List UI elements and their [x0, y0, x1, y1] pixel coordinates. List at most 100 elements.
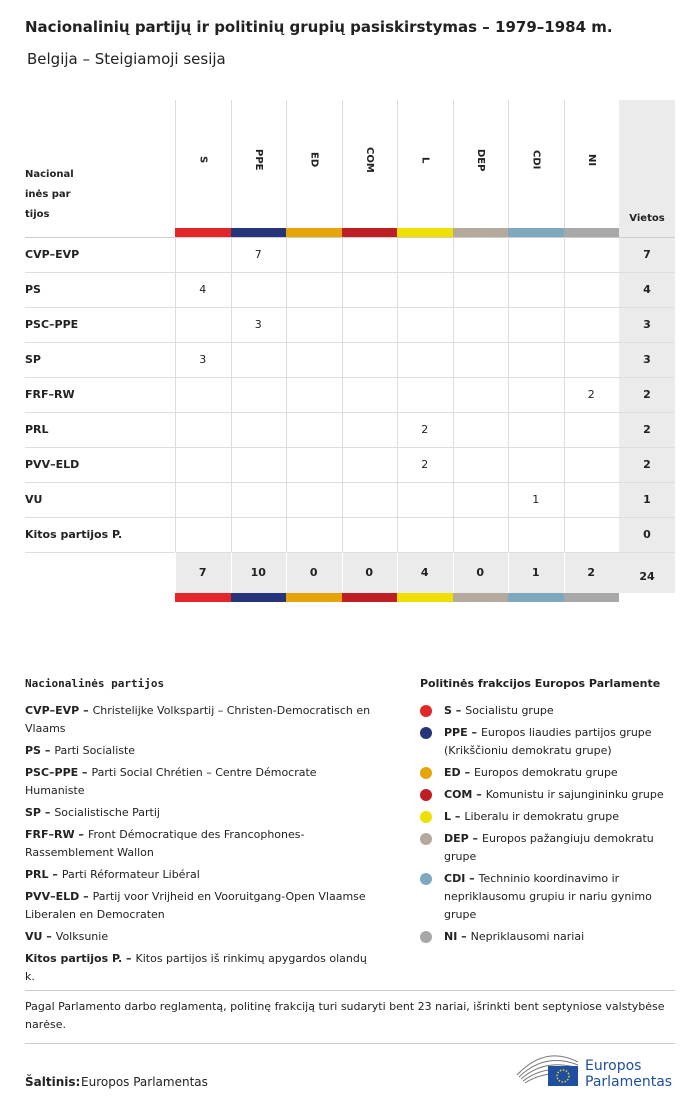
cell-value: 1 [532, 493, 540, 506]
legend-text: Parti Socialiste [54, 744, 136, 757]
legend-abbr: PRL – [25, 868, 58, 881]
party-name: CVP–EVP [25, 248, 80, 261]
divider [25, 990, 675, 991]
cell-divider [286, 552, 287, 593]
legend-dot [420, 789, 432, 801]
cell-divider [341, 307, 343, 342]
cell-divider [508, 272, 509, 307]
cell-value: 7 [254, 248, 262, 261]
cell-value: 4 [199, 283, 207, 296]
legend-item: SP – Socialistische Partij [25, 804, 375, 822]
cell-divider [508, 482, 509, 517]
cell-divider [230, 342, 232, 377]
cell-divider [563, 552, 565, 593]
legend-abbr: S – [444, 704, 462, 717]
legend-dot [420, 727, 432, 739]
cell-divider [175, 272, 176, 307]
row-total: 3 [643, 353, 651, 366]
cell-divider [397, 517, 398, 552]
group-color-bar [452, 228, 508, 237]
legend-text: Liberalu ir demokratu grupe [464, 810, 619, 823]
grand-total: 24 [639, 570, 655, 583]
column-divider [397, 100, 398, 228]
legend-abbr: PS – [25, 744, 51, 757]
cell-divider [452, 412, 454, 447]
divider [25, 1043, 675, 1044]
group-color-bar [341, 228, 397, 237]
legend-abbr: NI – [444, 930, 467, 943]
cell-divider [563, 272, 565, 307]
party-name: PS [25, 283, 41, 296]
legend-dot [420, 873, 432, 885]
cell-divider [397, 307, 398, 342]
legend-text: Partij voor Vrijheid en Vooruitgang-Open… [25, 890, 366, 921]
legend-item: CDI – Techninio koordinavimo ir nepriklau… [420, 870, 665, 924]
legend-item: PRL – Parti Réformateur Libéral [25, 866, 375, 884]
legend-item: ED – Europos demokratu grupe [420, 764, 665, 782]
cell-divider [230, 412, 232, 447]
cell-divider [341, 447, 343, 482]
cell-divider [286, 272, 287, 307]
cell-divider [175, 517, 176, 552]
row-total: 3 [643, 318, 651, 331]
group-color-bar [563, 593, 619, 602]
cell-value: 3 [199, 353, 207, 366]
cell-divider [230, 482, 232, 517]
logo-text: Europos [585, 1058, 642, 1074]
column-divider [230, 100, 232, 228]
legend-item: VU – Volksunie [25, 928, 375, 946]
legend-text: Europos liaudies partijos grupe (Krikšči… [444, 726, 652, 757]
cell-divider [175, 412, 176, 447]
legend-text: Parti Social Chrétien – Centre Démocrate… [25, 766, 317, 797]
group-color-bar [397, 228, 453, 237]
legend-item: FRF–RW – Front Démocratique des Francopho… [25, 826, 375, 862]
cell-divider [563, 237, 565, 272]
subtitle: Belgija – Steigiamoji sesija [27, 50, 226, 68]
cell-divider [508, 307, 509, 342]
legend-abbr: PSC–PPE – [25, 766, 88, 779]
row-total: 1 [643, 493, 651, 506]
column-divider [286, 100, 287, 228]
cell-divider [175, 552, 176, 593]
cell-divider [452, 237, 454, 272]
legend-item: PS – Parti Socialiste [25, 742, 375, 760]
cell-divider [452, 342, 454, 377]
column-divider [508, 100, 509, 228]
group-color-bar [563, 228, 619, 237]
cell-divider [230, 377, 232, 412]
group-color-bar [286, 228, 342, 237]
group-color-bar [508, 228, 564, 237]
legend-dot [420, 931, 432, 943]
group-color-bar [230, 593, 286, 602]
cell-divider [341, 377, 343, 412]
group-color-bar [397, 593, 453, 602]
cell-divider [397, 237, 398, 272]
legend-item: Kitos partijos P. – Kitos partijos iš rin… [25, 950, 375, 986]
cell-divider [286, 342, 287, 377]
cell-divider [397, 412, 398, 447]
cell-divider [230, 307, 232, 342]
column-total: 10 [250, 566, 266, 579]
legend-abbr: PPE – [444, 726, 477, 739]
column-divider [452, 100, 454, 228]
cell-divider [508, 412, 509, 447]
cell-divider [341, 342, 343, 377]
legend-abbr: SP – [25, 806, 51, 819]
legend-item: L – Liberalu ir demokratu grupe [420, 808, 665, 826]
title: Nacionalinių partijų ir politinių grupių… [25, 18, 613, 36]
cell-divider [341, 482, 343, 517]
legend-dot [420, 705, 432, 717]
cell-divider [341, 517, 343, 552]
row-line [25, 237, 675, 238]
legend-item: PVV–ELD – Partij voor Vrijheid en Vooruit… [25, 888, 375, 924]
legend-dot [420, 833, 432, 845]
legend-text: Europos demokratu grupe [473, 766, 618, 779]
cell-divider [230, 272, 232, 307]
legend-text: Europos pažangiuju demokratu grupe [444, 832, 654, 863]
legend-text: Volksunie [55, 930, 109, 943]
party-name: PVV–ELD [25, 458, 80, 471]
cell-divider [341, 237, 343, 272]
cell-divider [230, 237, 232, 272]
cell-value: 3 [254, 318, 262, 331]
